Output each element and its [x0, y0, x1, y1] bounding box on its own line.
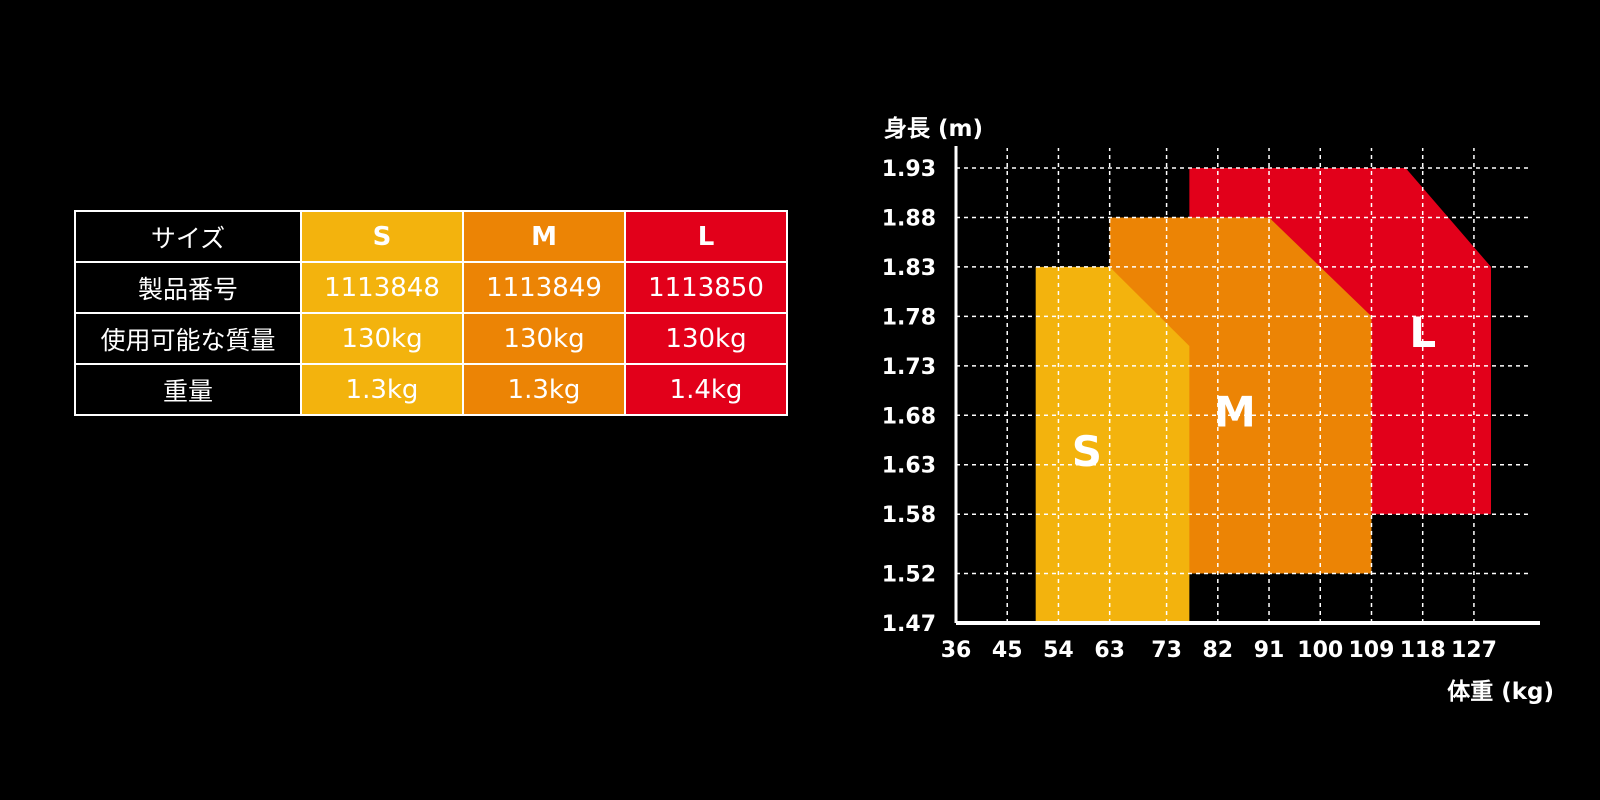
- size-label-m: M: [1214, 387, 1256, 436]
- x-tick-label: 127: [1451, 638, 1497, 663]
- y-tick-label: 1.58: [882, 503, 936, 528]
- size-label-s: S: [1072, 427, 1102, 476]
- x-tick-label: 100: [1297, 638, 1343, 663]
- y-tick-label: 1.68: [882, 404, 936, 429]
- x-tick-label: 91: [1254, 638, 1285, 663]
- y-tick-label: 1.78: [882, 305, 936, 330]
- x-tick-label: 36: [941, 638, 972, 663]
- x-tick-label: 54: [1043, 638, 1074, 663]
- size-label-l: L: [1409, 308, 1436, 357]
- size-s-cell: S: [300, 210, 464, 263]
- weight-l: 1.4kg: [624, 363, 788, 416]
- table-row: 重量 1.3kg 1.3kg 1.4kg: [74, 363, 788, 416]
- y-tick-label: 1.63: [882, 454, 936, 479]
- table-row: 使用可能な質量 130kg 130kg 130kg: [74, 312, 788, 365]
- product-number-m: 1113849: [462, 261, 626, 314]
- row-label: 使用可能な質量: [74, 312, 302, 365]
- region-s: [1035, 266, 1190, 623]
- size-m-cell: M: [462, 210, 626, 263]
- usable-mass-m: 130kg: [462, 312, 626, 365]
- y-tick-label: 1.83: [882, 256, 936, 281]
- table-row: サイズ S M L: [74, 210, 788, 263]
- row-label: サイズ: [74, 210, 302, 263]
- y-tick-label: 1.93: [882, 157, 936, 182]
- x-axis-label: 体重 (kg): [1447, 679, 1554, 705]
- size-table: サイズ S M L 製品番号 1113848 1113849 1113850 使…: [74, 210, 788, 416]
- x-tick-label: 63: [1094, 638, 1125, 663]
- x-tick-label: 109: [1349, 638, 1395, 663]
- x-tick-label: 45: [992, 638, 1023, 663]
- x-tick-label: 118: [1400, 638, 1446, 663]
- y-tick-label: 1.47: [882, 612, 936, 637]
- weight-m: 1.3kg: [462, 363, 626, 416]
- x-tick-label: 73: [1151, 638, 1182, 663]
- usable-mass-l: 130kg: [624, 312, 788, 365]
- size-l-cell: L: [624, 210, 788, 263]
- x-tick-label: 82: [1202, 638, 1233, 663]
- y-tick-label: 1.52: [882, 563, 936, 588]
- row-label: 重量: [74, 363, 302, 416]
- table-row: 製品番号 1113848 1113849 1113850: [74, 261, 788, 314]
- product-number-l: 1113850: [624, 261, 788, 314]
- usable-mass-s: 130kg: [300, 312, 464, 365]
- y-tick-label: 1.73: [882, 355, 936, 380]
- row-label: 製品番号: [74, 261, 302, 314]
- product-number-s: 1113848: [300, 261, 464, 314]
- y-tick-label: 1.88: [882, 206, 936, 231]
- weight-s: 1.3kg: [300, 363, 464, 416]
- y-axis-label: 身長 (m): [884, 115, 983, 142]
